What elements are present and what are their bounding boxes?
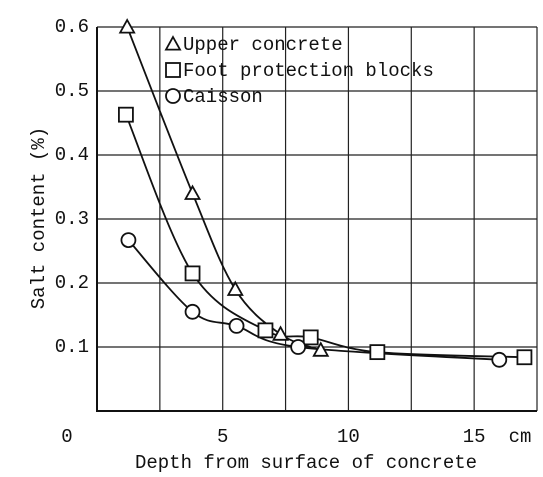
- square-marker: [516, 349, 533, 366]
- triangle-marker: [226, 280, 244, 296]
- y-tick-label: 0.4: [55, 144, 89, 166]
- triangle-marker: [184, 184, 202, 200]
- y-tick-label: 0.3: [55, 208, 89, 230]
- circle-marker: [228, 317, 245, 334]
- x-tick-label: 5: [217, 426, 228, 448]
- triangle-marker: [272, 325, 290, 341]
- legend-label: Foot protection blocks: [183, 60, 434, 82]
- square-marker: [118, 106, 134, 123]
- x-tick-label: 10: [337, 426, 360, 448]
- y-tick-label: 0.5: [55, 80, 89, 102]
- circle-marker: [290, 339, 307, 355]
- circle-marker: [120, 232, 137, 249]
- triangle-marker: [164, 35, 182, 51]
- triangle-marker: [312, 341, 330, 357]
- fit-curve: [125, 114, 525, 359]
- fit-curve: [127, 239, 500, 361]
- legend-label: Upper concrete: [183, 34, 343, 56]
- circle-marker: [165, 88, 181, 104]
- axes: [96, 27, 537, 412]
- circle-marker: [491, 351, 508, 368]
- circle-marker: [184, 303, 201, 320]
- x-tick-label: 15: [463, 426, 486, 448]
- square-marker: [165, 62, 181, 78]
- square-marker: [257, 322, 274, 339]
- x-axis-label: Depth from surface of concrete: [135, 452, 477, 474]
- y-axis-label: Salt content (%): [28, 127, 50, 309]
- x-tick-label: 0: [61, 426, 72, 448]
- triangle-marker: [118, 18, 136, 34]
- square-marker: [302, 329, 319, 346]
- square-marker: [184, 265, 201, 282]
- x-unit-label: cm: [509, 426, 532, 448]
- y-tick-label: 0.2: [55, 272, 89, 294]
- y-tick-label: 0.1: [55, 336, 89, 358]
- legend-label: Caisson: [183, 86, 263, 108]
- y-tick-label: 0.6: [55, 16, 89, 38]
- square-marker: [369, 344, 386, 361]
